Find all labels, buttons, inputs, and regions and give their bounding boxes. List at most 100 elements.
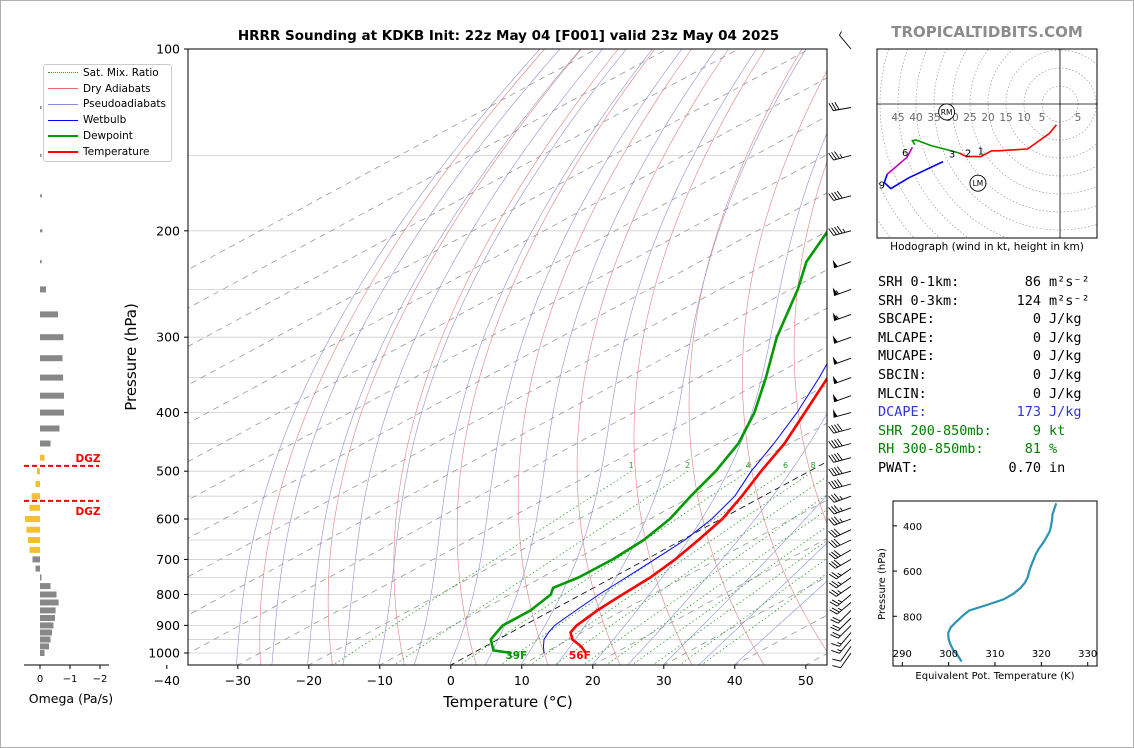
wind-barb [828,452,852,463]
moist-adiabat [307,49,581,665]
thetae-x-tick-label: 290 [893,649,912,660]
wind-barb [828,190,852,201]
barb-half-feather [839,518,843,523]
omega-bar [40,454,45,461]
hodo-trace [883,160,944,190]
wind-barb [828,479,852,490]
barb-shaft [833,518,852,526]
thetae-x-tick-label: 330 [1078,649,1097,660]
wind-barb [831,639,852,654]
barb-flag [832,335,838,344]
omega-bar [40,599,59,606]
omega-bar [28,537,40,543]
param-unit: % [1049,441,1058,458]
barb-flag [832,312,838,321]
legend-swatch [48,135,78,138]
barb-flag [832,259,838,268]
thetae-trace [947,502,1058,663]
barb-shaft [839,639,852,654]
barb-half-feather [842,228,846,233]
param-row: SHR 200-850mb: 9 kt [878,422,1090,441]
thetae-y-tick-label: 600 [903,567,922,578]
mixing-ratio-line [499,470,786,665]
barb-half-feather [839,507,843,512]
omega-bar [40,311,58,318]
barb-shaft [839,34,852,50]
thetae-x-tick-label: 310 [985,649,1004,660]
y-tick-label: 800 [156,587,180,602]
skewt-plot: 1 2 4 6 8 10 13 16 20 24 30 36 [188,49,827,665]
omega-axis-label: Omega (Pa/s) [29,691,113,706]
param-unit: m²s⁻² [1049,274,1090,290]
omega-bar [40,440,51,447]
thetae-plot [947,502,1058,663]
skewt-frame [187,48,828,666]
param-row: SRH 0-3km: 124 m²s⁻² [878,292,1090,311]
barb-feather [828,518,835,526]
omega-bar [40,583,51,590]
param-value: 124 [1016,292,1041,309]
barb-shaft [833,313,852,321]
omega-tick-label: −1 [63,674,78,685]
barb-feather [828,553,836,560]
hodo-trace [886,146,914,175]
barb-flag [832,287,838,296]
mixing-ratio-line [332,470,632,665]
barb-feather [834,479,840,488]
hodo-ring-label: 15 [999,112,1012,124]
y-tick-label: 500 [156,464,180,479]
wind-barb [832,312,852,321]
omega-bar [40,622,54,629]
hodograph-plot: 45403530252015105512369RMLM [877,49,1097,238]
legend-item: Sat. Mix. Ratio [44,65,171,81]
param-row: MLCIN: 0 J/kg [878,385,1090,404]
barb-half-feather [837,642,842,645]
thetae-x-tick-label: 320 [1032,649,1051,660]
y-tick-label: 1000 [148,646,180,661]
wind-barb [828,516,852,526]
hodo-ring-label: 5 [1075,112,1082,124]
hodo-ring [915,49,1009,238]
barb-feather [832,632,841,637]
param-label: PWAT: [878,459,919,476]
barb-flag [832,375,838,384]
thetae-frame [892,500,1098,667]
legend-item: Wetbulb [44,112,171,128]
barb-feather [831,152,837,160]
omega-bar [37,468,40,475]
x-tick-label: 20 [585,673,601,688]
omega-tick-label: 0 [37,674,43,685]
omega-bar [40,591,57,598]
param-label: SRH 0-3km: [878,292,960,309]
barb-feather [836,438,843,447]
wind-barb [828,438,852,449]
storm-motion-marker [938,103,956,121]
barb-feather [829,601,838,607]
legend-label: Pseudoadiabats [83,98,166,111]
y-axis-label: Pressure (hPa) [122,303,140,411]
moist-adiabat [236,49,541,665]
param-label: SBCIN: [878,366,927,383]
hodo-ring-label: 35 [927,112,940,124]
storm-motion-label: RM [941,108,953,117]
param-row: MUCAPE: 0 J/kg [878,347,1090,366]
barb-half-feather [835,290,840,295]
barb-half-feather [835,315,840,320]
storm-motion-label: LM [973,179,984,188]
mixing-ratio-label: 4 [746,461,751,470]
legend-item: Dewpoint [44,128,171,144]
omega-bar [40,260,42,264]
dgz-label: DGZ [76,453,101,465]
barb-shaft [834,539,852,549]
wind-barb [831,632,852,647]
legend-swatch [48,72,78,74]
barb-shaft [833,507,852,515]
isotherm [188,49,739,347]
param-row: RH 300-850mb: 81% [878,440,1090,459]
param-value: 81 [1024,441,1041,458]
wind-barb [829,594,852,607]
barb-half-feather [837,581,842,585]
hodo-trace [911,139,960,154]
barb-shaft [833,395,852,403]
moist-adiabat [378,49,627,665]
